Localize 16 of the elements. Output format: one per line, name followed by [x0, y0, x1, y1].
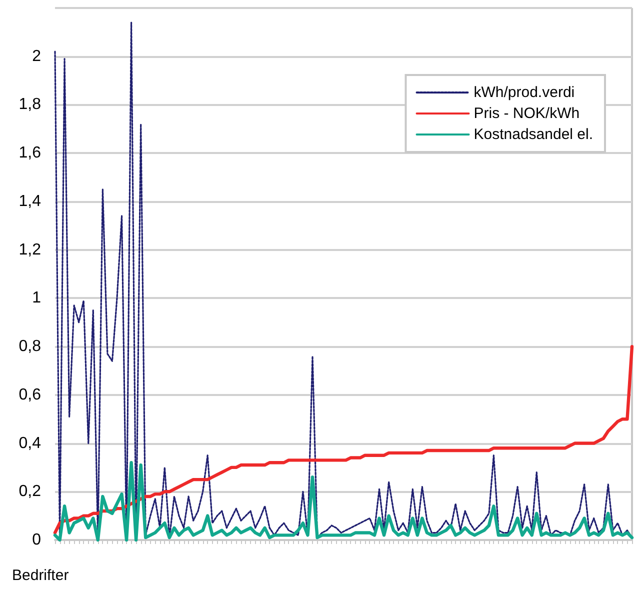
y-tick-label: 2	[32, 48, 42, 65]
y-tick-label: 1,2	[18, 241, 42, 258]
x-axis-title: Bedrifter	[12, 567, 69, 584]
y-tick-label: 0	[32, 532, 42, 548]
legend-label: Kostnadsandel el.	[474, 126, 594, 143]
legend-label: Pris - NOK/kWh	[474, 105, 580, 122]
y-tick-label: 0,2	[18, 483, 42, 500]
y-tick-label: 1,4	[18, 192, 42, 210]
y-tick-label: 0,4	[18, 434, 42, 452]
y-tick-label: 0,8	[18, 338, 42, 356]
y-tick-label: 1,8	[18, 96, 42, 114]
y-tick-label: 1,6	[18, 144, 42, 162]
legend-label: kWh/prod.verdi	[474, 84, 575, 101]
y-tick-label: 0,6	[18, 386, 42, 404]
y-tick-label: 1	[32, 290, 42, 307]
line-series	[53, 344, 634, 534]
